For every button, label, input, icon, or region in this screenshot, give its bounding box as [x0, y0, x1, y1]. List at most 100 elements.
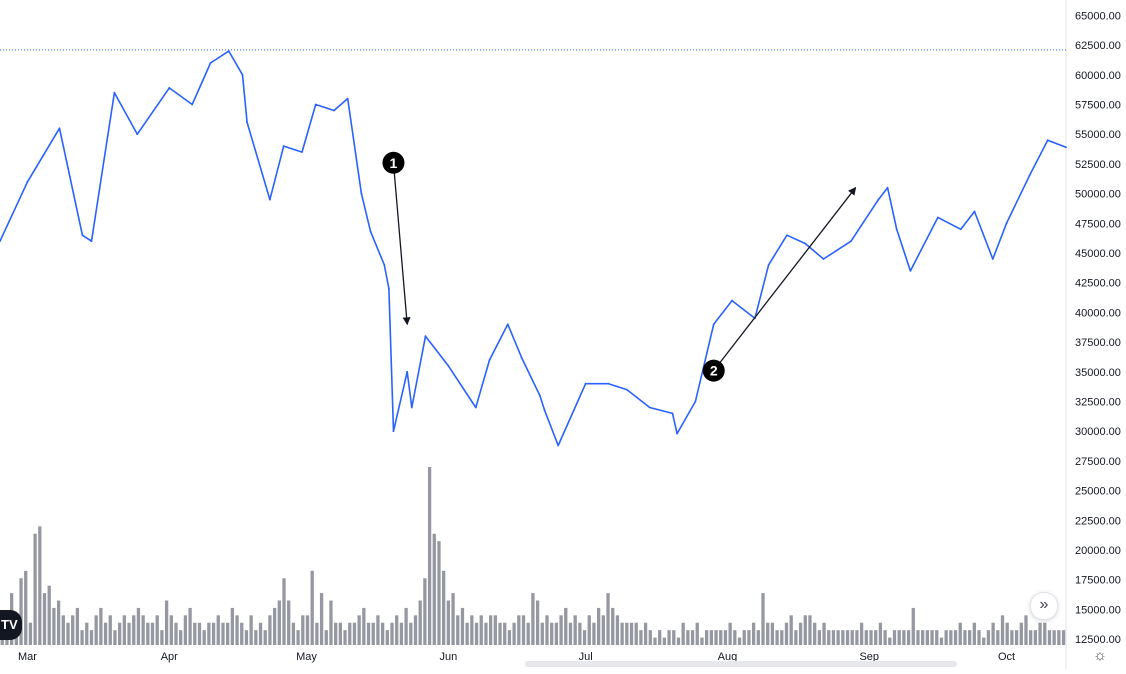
- volume-bar: [935, 630, 939, 645]
- series-point: [301, 151, 303, 153]
- price-tick-label: 60000.00: [1075, 70, 1121, 82]
- price-tick-label: 37500.00: [1075, 337, 1121, 349]
- volume-bar: [1061, 630, 1066, 645]
- series-point: [387, 287, 390, 290]
- price-tick-label: 47500.00: [1075, 218, 1121, 230]
- volume-bar: [770, 622, 775, 645]
- volume-bar: [427, 467, 432, 645]
- volume-bar: [61, 615, 65, 645]
- volume-bar: [1052, 630, 1056, 645]
- volume-bar: [52, 607, 56, 645]
- series-point: [168, 87, 171, 89]
- volume-bar: [122, 615, 126, 645]
- price-tick-label: 12500.00: [1075, 634, 1121, 646]
- price-series: [0, 50, 1067, 447]
- volume-bar: [127, 622, 131, 645]
- volume-bar: [240, 622, 244, 645]
- series-point: [1005, 222, 1008, 225]
- volume-bar: [38, 526, 42, 645]
- volume-bar: [390, 622, 394, 645]
- volume-bar: [822, 622, 826, 645]
- series-point: [113, 91, 116, 94]
- volume-bar: [780, 630, 784, 645]
- price-tick-label: 62500.00: [1075, 40, 1121, 52]
- volume-bar: [413, 615, 418, 645]
- volume-bar: [587, 615, 591, 645]
- series-point: [676, 432, 679, 435]
- series-point: [474, 406, 477, 409]
- volume-bar: [550, 622, 554, 645]
- volume-bar: [338, 622, 343, 645]
- series-point: [333, 109, 335, 112]
- volume-bar: [141, 615, 145, 645]
- series-point: [406, 370, 409, 373]
- volume-bar: [19, 578, 23, 645]
- volume-bar: [282, 578, 286, 645]
- volume-bar: [662, 637, 667, 645]
- chart-settings-button[interactable]: ☼: [1090, 646, 1110, 666]
- volume-bar: [827, 630, 831, 645]
- volume-bar: [855, 630, 859, 645]
- volume-bar: [883, 630, 887, 645]
- volume-bar: [465, 622, 469, 645]
- volume-bar: [1033, 630, 1038, 645]
- volume-bar: [775, 630, 779, 645]
- volume-bar: [521, 615, 526, 645]
- volume-bar: [742, 630, 746, 645]
- series-point: [241, 73, 244, 76]
- series-point: [58, 127, 61, 130]
- volume-bar: [878, 622, 883, 645]
- series-point: [625, 388, 628, 391]
- tradingview-logo[interactable]: TV: [0, 610, 22, 640]
- time-tick-label: Oct: [998, 651, 1015, 663]
- price-axis[interactable]: 65000.00 62500.00 60000.00 57500.00 55000.00…: [1075, 10, 1121, 646]
- volume-bar: [930, 630, 934, 645]
- price-tick-label: 17500.00: [1075, 575, 1121, 587]
- series-point: [648, 406, 651, 409]
- volume-bar: [371, 622, 375, 645]
- horizontal-scrollbar[interactable]: [525, 661, 957, 667]
- volume-bar: [639, 630, 643, 645]
- volume-bar: [629, 622, 634, 645]
- volume-bar: [596, 607, 601, 645]
- volume-bar: [888, 637, 892, 645]
- series-point: [81, 234, 84, 237]
- volume-bar: [226, 622, 230, 645]
- volume-bar: [977, 630, 981, 645]
- volume-bar: [319, 593, 324, 645]
- series-point: [671, 412, 674, 415]
- series-point: [410, 406, 413, 409]
- series-point: [346, 97, 349, 100]
- volume-bar: [545, 615, 549, 645]
- volume-bar: [460, 607, 465, 645]
- series-point: [822, 258, 825, 260]
- volume-bar: [874, 630, 878, 645]
- volume-bar: [648, 630, 652, 645]
- volume-bar: [564, 607, 568, 645]
- price-tick-label: 27500.00: [1075, 456, 1121, 468]
- volume-bar: [0, 637, 4, 645]
- volume-bar: [437, 541, 441, 645]
- series-point: [607, 382, 610, 385]
- volume-bar: [334, 622, 338, 645]
- time-axis[interactable]: Mar Apr May Jun Jul Aug Sep Oct: [18, 651, 1015, 663]
- volume-bar: [709, 630, 713, 645]
- series-point: [877, 198, 880, 201]
- volume-bar: [766, 622, 770, 645]
- volume-bar: [366, 622, 371, 645]
- annotation-label: 1: [390, 155, 398, 171]
- price-tick-label: 45000.00: [1075, 248, 1121, 260]
- price-tick-label: 20000.00: [1075, 545, 1121, 557]
- volume-bar: [150, 622, 155, 645]
- scroll-to-realtime-button[interactable]: »: [1030, 592, 1058, 620]
- volume-bar: [1010, 630, 1014, 645]
- volume-bar: [686, 630, 690, 645]
- annotations[interactable]: 12: [382, 151, 857, 382]
- volume-bar: [705, 630, 709, 645]
- volume-bar: [982, 637, 986, 645]
- series-point: [731, 299, 733, 302]
- volume-bar: [841, 630, 845, 645]
- volume-bar: [925, 630, 930, 645]
